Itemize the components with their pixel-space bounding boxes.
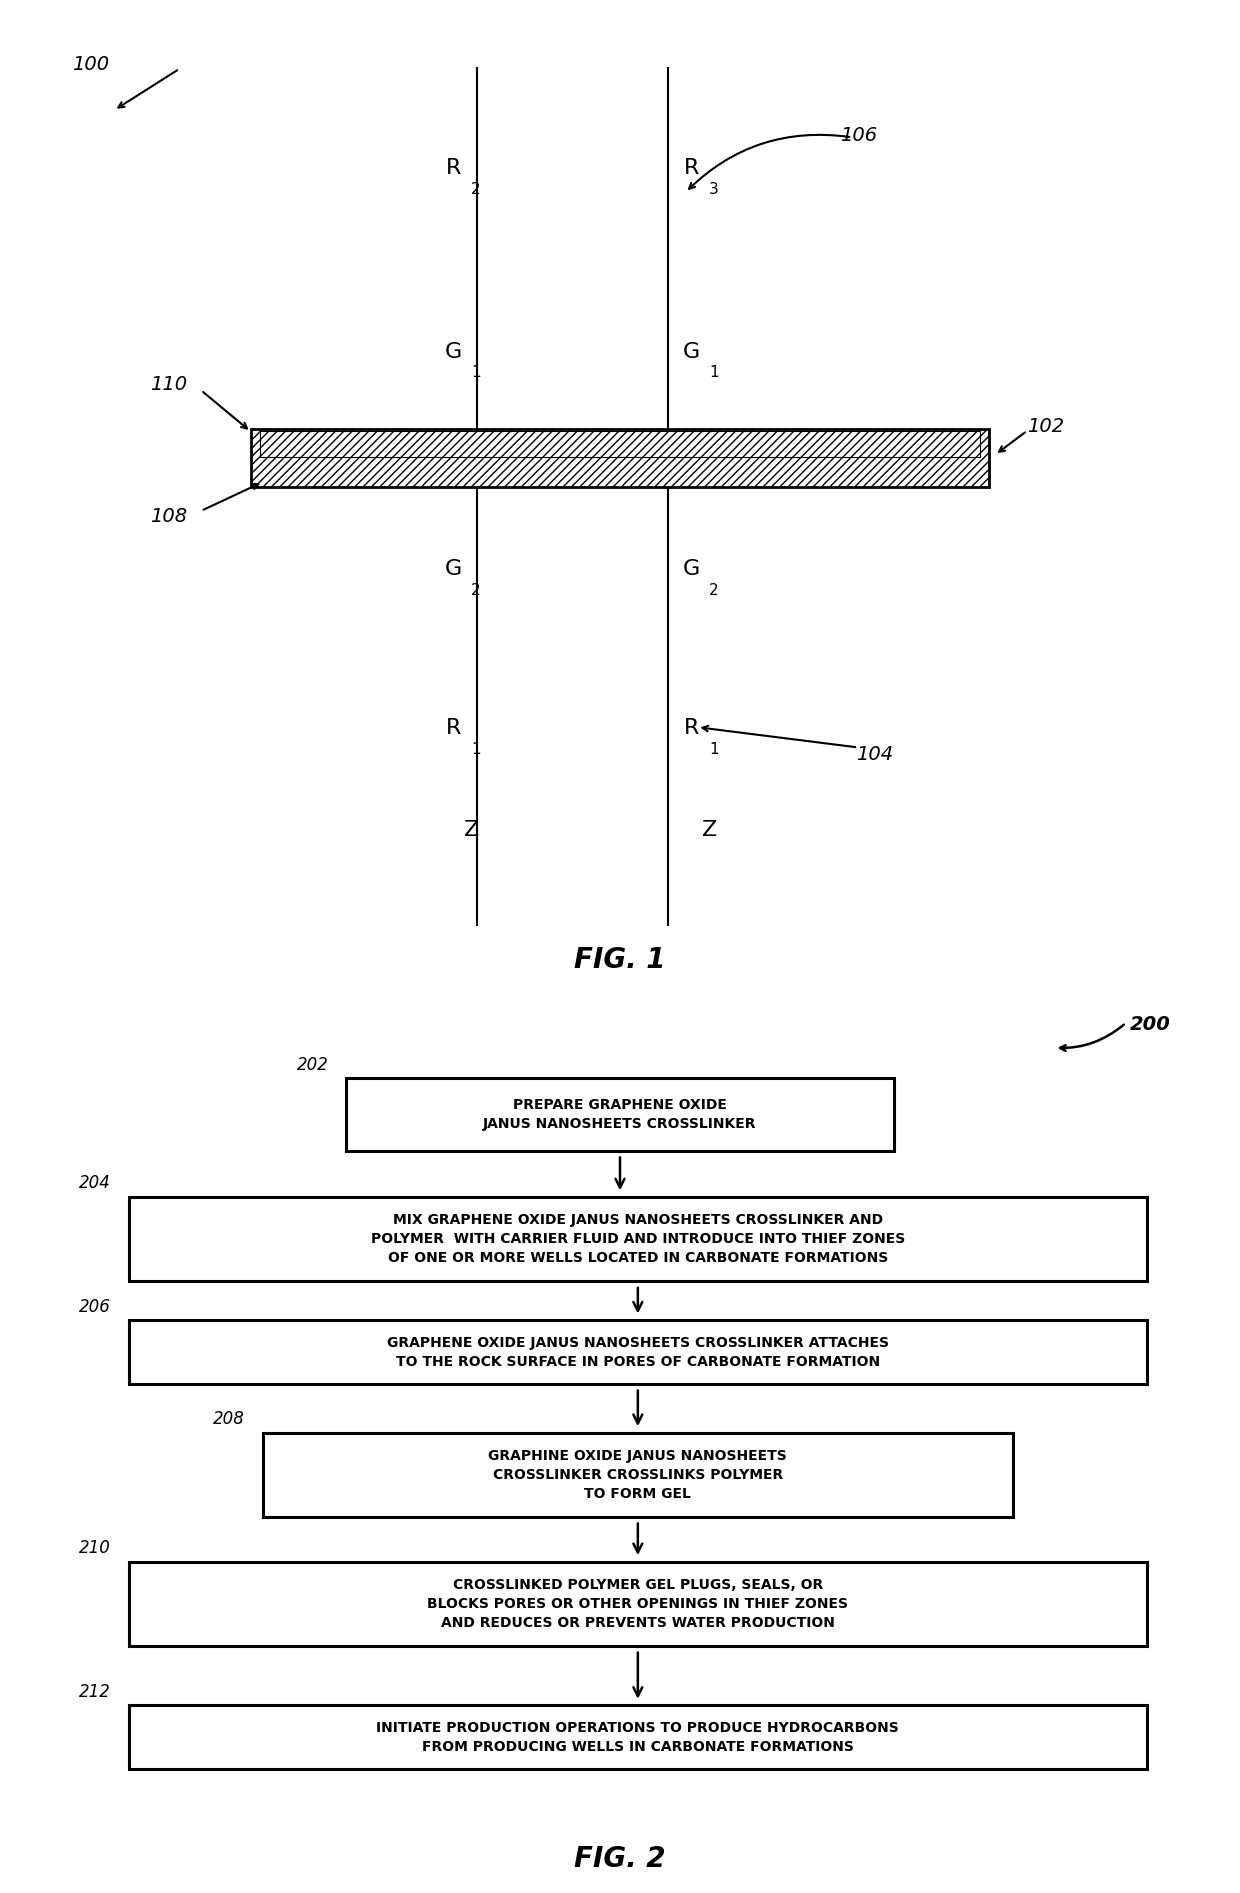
Bar <box>260 430 980 456</box>
Text: GRAPHENE OXIDE JANUS NANOSHEETS CROSSLINKER ATTACHES
TO THE ROCK SURFACE IN PORE: GRAPHENE OXIDE JANUS NANOSHEETS CROSSLIN… <box>387 1336 889 1369</box>
Text: 1: 1 <box>471 365 481 380</box>
Text: Z: Z <box>464 820 479 839</box>
Text: R: R <box>683 159 699 178</box>
Bar <box>129 1319 1147 1384</box>
Text: 2: 2 <box>471 583 481 598</box>
Text: G: G <box>683 341 701 362</box>
Text: 2: 2 <box>709 583 719 598</box>
Text: FIG. 2: FIG. 2 <box>574 1846 666 1874</box>
Text: G: G <box>445 341 463 362</box>
Bar <box>129 1706 1147 1770</box>
Text: 204: 204 <box>79 1174 112 1193</box>
Text: GRAPHINE OXIDE JANUS NANOSHEETS
CROSSLINKER CROSSLINKS POLYMER
TO FORM GEL: GRAPHINE OXIDE JANUS NANOSHEETS CROSSLIN… <box>489 1448 787 1501</box>
Text: 208: 208 <box>213 1410 246 1427</box>
Text: FIG. 1: FIG. 1 <box>574 946 666 973</box>
Text: 108: 108 <box>150 507 187 526</box>
Bar <box>250 430 990 487</box>
Bar <box>250 430 990 487</box>
Text: 1: 1 <box>709 365 719 380</box>
Text: 106: 106 <box>841 125 878 146</box>
Text: 1: 1 <box>471 742 481 757</box>
Text: 104: 104 <box>856 744 893 763</box>
Text: INITIATE PRODUCTION OPERATIONS TO PRODUCE HYDROCARBONS
FROM PRODUCING WELLS IN C: INITIATE PRODUCTION OPERATIONS TO PRODUC… <box>377 1721 899 1753</box>
Text: R: R <box>683 717 699 738</box>
Bar <box>129 1196 1147 1282</box>
Text: MIX GRAPHENE OXIDE JANUS NANOSHEETS CROSSLINKER AND
POLYMER  WITH CARRIER FLUID : MIX GRAPHENE OXIDE JANUS NANOSHEETS CROS… <box>371 1213 905 1265</box>
Text: 212: 212 <box>79 1683 112 1700</box>
Text: 102: 102 <box>1027 418 1064 437</box>
Bar <box>263 1433 1013 1516</box>
Text: CROSSLINKED POLYMER GEL PLUGS, SEALS, OR
BLOCKS PORES OR OTHER OPENINGS IN THIEF: CROSSLINKED POLYMER GEL PLUGS, SEALS, OR… <box>428 1579 848 1630</box>
Text: 210: 210 <box>79 1539 112 1558</box>
Text: G: G <box>683 558 701 579</box>
Text: 206: 206 <box>79 1297 112 1316</box>
Text: 1: 1 <box>709 742 719 757</box>
Text: Z: Z <box>702 820 717 839</box>
Text: 100: 100 <box>72 55 109 74</box>
Bar <box>346 1077 894 1151</box>
Text: 3: 3 <box>709 182 719 197</box>
Text: R: R <box>445 159 461 178</box>
Text: R: R <box>445 717 461 738</box>
Text: PREPARE GRAPHENE OXIDE
JANUS NANOSHEETS CROSSLINKER: PREPARE GRAPHENE OXIDE JANUS NANOSHEETS … <box>484 1098 756 1130</box>
Text: 110: 110 <box>150 375 187 394</box>
Bar <box>129 1562 1147 1647</box>
Text: 2: 2 <box>471 182 481 197</box>
Text: G: G <box>445 558 463 579</box>
Text: 202: 202 <box>296 1056 329 1073</box>
Text: 200: 200 <box>1130 1015 1171 1034</box>
